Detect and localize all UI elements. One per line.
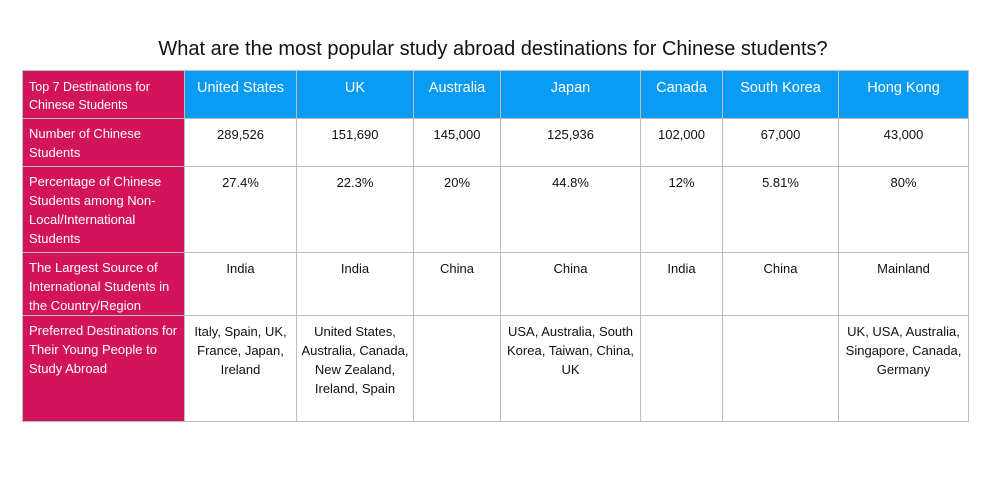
table-cell: China: [500, 252, 641, 316]
column-header: Australia: [413, 70, 501, 119]
table-cell: 125,936: [500, 118, 641, 167]
column-header: Japan: [500, 70, 641, 119]
table-cell: [413, 315, 501, 422]
table-cell: 289,526: [184, 118, 297, 167]
table-cell: 12%: [640, 166, 723, 253]
table-cell: UK, USA, Australia, Singapore, Canada, G…: [838, 315, 969, 422]
header-row: Top 7 Destinations for Chinese Students U…: [22, 70, 969, 119]
table-cell: Mainland: [838, 252, 969, 316]
table-cell: 27.4%: [184, 166, 297, 253]
row-header: Preferred Destinations for Their Young P…: [22, 315, 185, 422]
table-cell: United States, Australia, Canada, New Ze…: [296, 315, 414, 422]
table-cell: China: [413, 252, 501, 316]
table-cell: Italy, Spain, UK, France, Japan, Ireland: [184, 315, 297, 422]
table-cell: China: [722, 252, 839, 316]
table-cell: 20%: [413, 166, 501, 253]
table-row: Preferred Destinations for Their Young P…: [22, 315, 969, 422]
table-cell: [722, 315, 839, 422]
destinations-table: Top 7 Destinations for Chinese Students U…: [22, 70, 969, 422]
table-cell: 80%: [838, 166, 969, 253]
table-cell: 22.3%: [296, 166, 414, 253]
table-cell: 145,000: [413, 118, 501, 167]
row-header: Percentage of Chinese Students among Non…: [22, 166, 185, 253]
corner-label: Top 7 Destinations for Chinese Students: [22, 70, 185, 119]
column-header: United States: [184, 70, 297, 119]
table-cell: 44.8%: [500, 166, 641, 253]
table-cell: [640, 315, 723, 422]
page-title: What are the most popular study abroad d…: [158, 38, 828, 60]
column-header: Hong Kong: [838, 70, 969, 119]
table-row: The Largest Source of International Stud…: [22, 252, 969, 316]
table-cell: 5.81%: [722, 166, 839, 253]
table-row: Number of Chinese Students 289,526 151,690…: [22, 118, 969, 167]
column-header: South Korea: [722, 70, 839, 119]
table-cell: 67,000: [722, 118, 839, 167]
column-header: Canada: [640, 70, 723, 119]
table-cell: India: [184, 252, 297, 316]
row-header: Number of Chinese Students: [22, 118, 185, 167]
table-cell: 102,000: [640, 118, 723, 167]
table-cell: 151,690: [296, 118, 414, 167]
table-cell: 43,000: [838, 118, 969, 167]
table-cell: India: [640, 252, 723, 316]
table-row: Percentage of Chinese Students among Non…: [22, 166, 969, 253]
table-cell: USA, Australia, South Korea, Taiwan, Chi…: [500, 315, 641, 422]
table-body: Top 7 Destinations for Chinese Students U…: [22, 70, 969, 422]
table-cell: India: [296, 252, 414, 316]
row-header: The Largest Source of International Stud…: [22, 252, 185, 316]
column-header: UK: [296, 70, 414, 119]
